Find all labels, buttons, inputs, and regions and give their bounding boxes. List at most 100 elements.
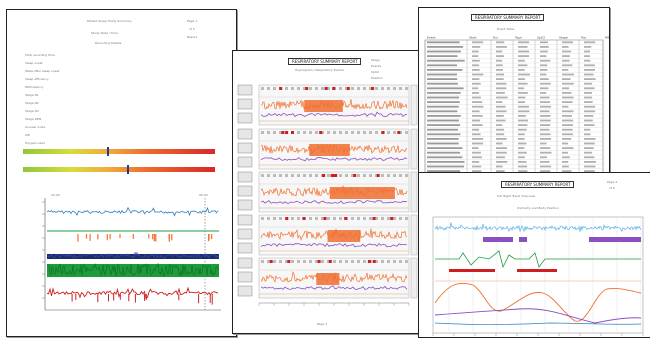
table-cell-text	[427, 110, 458, 113]
table-cell-text	[472, 50, 479, 53]
event-marker	[376, 174, 380, 177]
table-cell-text	[427, 147, 463, 149]
table-cell-text	[540, 128, 550, 131]
table-cell-text	[562, 73, 574, 76]
table-cell-text	[584, 55, 591, 57]
event-marker	[390, 217, 394, 220]
table-header-cell: HR	[605, 36, 609, 40]
table-cell-text	[427, 105, 459, 108]
table-cell-text	[496, 151, 507, 154]
page1-corner: Page 1	[187, 19, 198, 23]
panel-scale	[410, 128, 418, 170]
grid-mark	[345, 174, 348, 177]
grid-mark	[303, 260, 306, 263]
table-cell-text	[584, 46, 592, 48]
table-cell-text	[562, 110, 574, 113]
table-cell-text	[472, 82, 481, 85]
flow-trace	[260, 184, 408, 197]
grid-mark	[393, 260, 396, 263]
grid-mark	[273, 87, 276, 90]
table-cell-text	[540, 46, 549, 48]
grid-mark	[309, 260, 312, 263]
table-cell-text	[496, 161, 508, 163]
severity-marker	[107, 147, 109, 156]
table-cell-text	[496, 41, 505, 44]
table-cell-text	[518, 151, 527, 154]
spo2-trace	[260, 157, 408, 162]
table-cell-text	[427, 59, 465, 62]
table-cell-text	[496, 96, 508, 99]
spo2-trace	[260, 111, 408, 118]
event-marker	[178, 294, 180, 301]
table-cell-text	[518, 41, 530, 44]
grid-mark	[387, 87, 390, 90]
table-cell-text	[562, 55, 570, 57]
event-marker	[144, 294, 146, 301]
grid-mark	[351, 87, 354, 90]
table-cell-text	[562, 156, 570, 159]
grid-mark	[321, 217, 324, 220]
table-cell-text	[496, 170, 505, 172]
grid-mark	[393, 217, 396, 220]
event-marker	[319, 131, 323, 134]
flow-trace	[260, 99, 408, 110]
event-marker	[119, 294, 121, 300]
table-cell-text	[496, 78, 504, 80]
table-header-cell: SpO2	[537, 36, 545, 40]
table-cell-text	[427, 165, 465, 168]
grid-mark	[315, 87, 318, 90]
event-marker	[106, 234, 108, 241]
table-cell-text	[584, 50, 591, 53]
grid-mark	[279, 260, 282, 263]
table-cell-text	[472, 96, 481, 99]
spo2-trace	[260, 242, 408, 248]
event-marker	[85, 234, 88, 239]
table-cell-text	[427, 170, 461, 172]
table-cell-text	[562, 59, 570, 62]
table-cell-text	[472, 115, 483, 117]
table-cell-text	[540, 142, 547, 145]
grid-mark	[399, 87, 402, 90]
grid-mark	[285, 87, 288, 90]
table-cell-text	[562, 78, 571, 80]
table-cell-text	[496, 119, 506, 122]
table-cell-text	[540, 82, 551, 85]
page1-header-line: Patient Sleep Study Summary	[87, 19, 132, 23]
table-cell-text	[472, 55, 479, 57]
event-marker	[269, 260, 273, 263]
respiratory-panels	[237, 84, 418, 306]
grid-mark	[327, 87, 330, 90]
event-block	[449, 269, 495, 272]
table-cell-text	[562, 101, 573, 103]
grid-mark	[273, 174, 276, 177]
field-label: Oxygen nadir	[25, 141, 46, 145]
table-cell-text	[584, 170, 595, 172]
table-cell-text	[562, 161, 569, 163]
severity-scale-bar	[23, 149, 215, 154]
grid-mark	[387, 131, 390, 134]
event-marker	[109, 234, 111, 240]
table-cell-text	[540, 59, 551, 62]
event-block	[519, 237, 527, 242]
event-marker	[372, 217, 376, 220]
table-cell-text	[584, 147, 594, 149]
report-page-summary: Patient Sleep Study Summary Study Date /…	[6, 9, 237, 337]
table-cell-text	[540, 69, 548, 71]
flow-trace	[260, 271, 408, 283]
grid-mark	[333, 260, 336, 263]
event-marker	[71, 294, 73, 302]
table-cell-text	[562, 46, 569, 48]
table-cell-text	[540, 110, 550, 113]
grid-mark	[351, 131, 354, 134]
event-marker	[371, 87, 375, 90]
grid-mark	[375, 217, 378, 220]
table-cell-text	[584, 82, 592, 85]
table-cell-text	[562, 128, 573, 131]
grid-mark	[387, 174, 390, 177]
table-cell-text	[540, 55, 547, 57]
table-cell-text	[427, 46, 464, 48]
grid-mark	[333, 131, 336, 134]
page4-title: RESPIRATORY SUMMARY REPORT	[501, 181, 575, 188]
grid-mark	[345, 131, 348, 134]
event-marker	[153, 234, 155, 242]
